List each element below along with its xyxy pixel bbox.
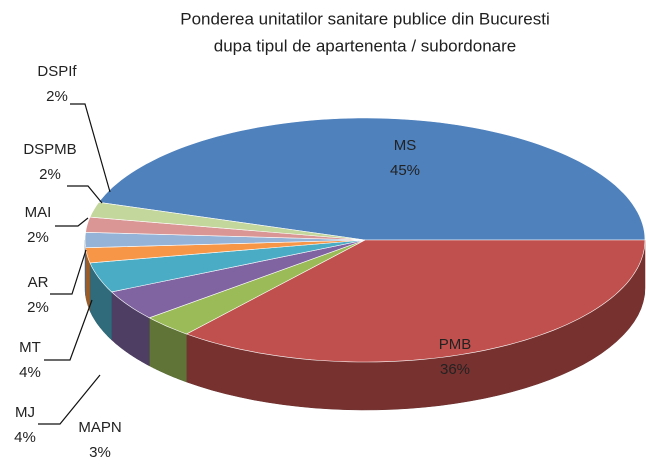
slice	[89, 201, 366, 241]
data-label: 45%	[390, 162, 420, 179]
data-label: 4%	[19, 364, 41, 381]
data-label: MAI	[25, 204, 52, 221]
data-label: DSPIf	[37, 63, 77, 80]
data-label: 3%	[89, 444, 111, 461]
slice	[185, 239, 646, 363]
data-label: 2%	[27, 229, 49, 246]
leader-line	[38, 374, 101, 425]
slice	[89, 239, 366, 293]
data-label: MT	[19, 339, 41, 356]
data-label: MJ	[15, 404, 35, 421]
data-label: 2%	[27, 299, 49, 316]
data-label: MS	[394, 137, 417, 154]
data-label: 2%	[46, 88, 68, 105]
leader-line	[55, 217, 89, 227]
leader-line	[44, 299, 93, 361]
data-label: MAPN	[78, 419, 121, 436]
data-label: DSPMB	[23, 141, 76, 158]
data-label: PMB	[439, 336, 472, 353]
slice	[110, 239, 366, 319]
data-label: 2%	[39, 166, 61, 183]
leader-line	[70, 103, 111, 193]
chart-title: Ponderea unitatilor sanitare publice din…	[180, 9, 550, 28]
slice	[98, 117, 646, 241]
data-label: 36%	[440, 361, 470, 378]
leader-line	[67, 185, 103, 204]
data-label: 4%	[14, 429, 36, 446]
chart-title: dupa tipul de apartenenta / subordonare	[214, 36, 516, 55]
leader-line	[50, 249, 87, 295]
slice	[148, 239, 366, 335]
data-label: AR	[28, 274, 49, 291]
